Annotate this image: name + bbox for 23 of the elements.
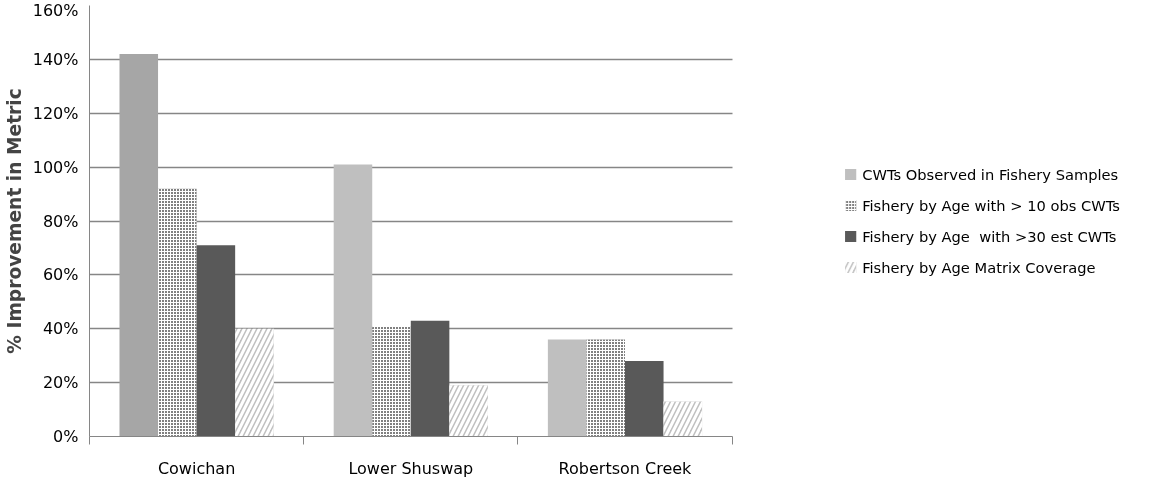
legend-label: Fishery by Age Matrix Coverage: [862, 258, 1096, 276]
legend-label: CWTs Observed in Fishery Samples: [862, 165, 1119, 183]
bar: [410, 320, 450, 437]
y-tick-label: 80%: [42, 211, 79, 231]
x-tick-label: Robertson Creek: [558, 458, 693, 478]
legend-label: Fishery by Age with > 10 obs CWTs: [862, 196, 1120, 214]
bar: [196, 245, 236, 437]
x-tick-label: Lower Shuswap: [348, 458, 474, 478]
bar: [547, 339, 587, 437]
y-tick-label: 120%: [32, 103, 79, 123]
y-tick-label: 140%: [32, 49, 79, 69]
y-tick-label: 60%: [42, 265, 79, 285]
bar: [624, 361, 664, 437]
y-tick-label: 0%: [53, 427, 79, 446]
y-tick-label: 40%: [42, 319, 79, 339]
y-tick-label: 20%: [42, 373, 79, 393]
y-axis-title: % Improvement in Metric: [3, 88, 25, 354]
bar: [119, 53, 159, 437]
legend-label: Fishery by Age with >30 est CWTs: [862, 227, 1117, 245]
y-tick-label: 100%: [32, 157, 79, 177]
bar: [333, 164, 373, 437]
y-tick-label: 160%: [32, 0, 79, 20]
x-tick-label: Cowichan: [157, 458, 236, 478]
